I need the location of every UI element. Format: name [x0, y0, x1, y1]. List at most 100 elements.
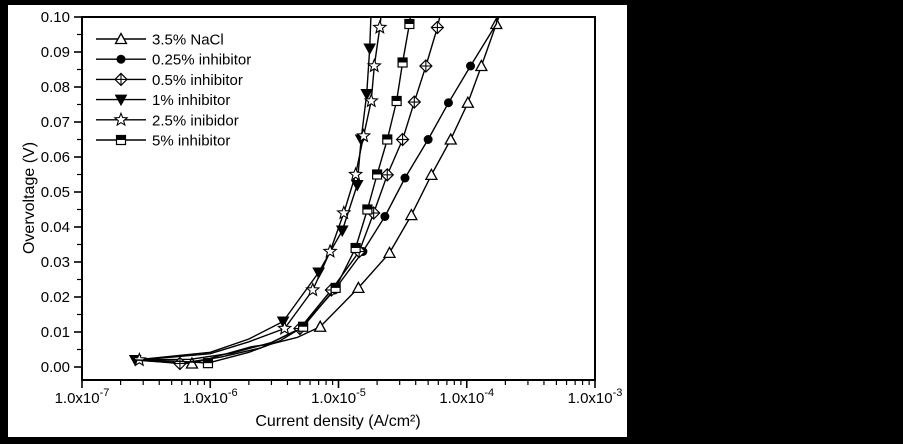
triangle-down-icon	[276, 316, 290, 329]
y-tick-label: 0.04	[41, 219, 70, 236]
y-axis-title: Overvoltage (V)	[21, 142, 38, 254]
legend-label: 3.5% NaCl	[152, 32, 224, 49]
triangle-up-icon	[185, 356, 199, 369]
y-tick-label: 0.05	[41, 184, 70, 201]
triangle-down-icon	[335, 225, 349, 238]
marker-triangle-down-filled	[363, 43, 377, 56]
star-icon	[355, 127, 372, 143]
marker-circle-filled	[400, 173, 410, 183]
y-axis-ticks: 0.00 0.01 0.02 0.03 0.04 0.05 0.06 0.07 0.08 0.09…	[41, 9, 82, 376]
marker-square-half	[404, 18, 415, 30]
square-half-fill	[203, 358, 213, 364]
legend-item: 5% inhibitor	[96, 133, 230, 150]
marker-triangle-open	[404, 208, 418, 221]
legend-item: 3.5% NaCl	[96, 32, 224, 49]
circle-icon	[380, 212, 390, 221]
marker-circle-filled	[423, 135, 433, 144]
marker-triangle-open	[444, 132, 458, 145]
y-tick-label: 0.09	[41, 44, 70, 61]
y-tick-label: 0.10	[41, 9, 70, 26]
legend-label: 0.25% inhibitor	[152, 52, 251, 69]
marker-star-open	[305, 281, 321, 297]
triangle-down-icon	[350, 180, 364, 192]
marker-star-open	[276, 320, 293, 335]
triangle-down-icon	[363, 43, 377, 56]
marker-triangle-down-filled	[276, 316, 290, 329]
y-tick-label: 0.00	[41, 359, 70, 376]
triangle-up-icon	[474, 59, 488, 72]
legend-item: 2.5% inibidor	[96, 111, 239, 129]
circle-icon	[400, 173, 410, 183]
star-icon	[366, 57, 382, 73]
star-icon	[131, 351, 147, 367]
legend-label: 2.5% inibidor	[152, 112, 239, 129]
triangle-up-icon	[444, 132, 458, 145]
marker-diamond-plus	[407, 95, 422, 109]
triangle-up-icon	[461, 95, 475, 108]
triangle-up-icon	[382, 246, 397, 259]
star-icon	[372, 19, 388, 34]
star-icon	[336, 204, 352, 220]
marker-triangle-open	[461, 95, 475, 108]
marker-triangle-open	[185, 356, 199, 369]
marker-square-half	[298, 321, 309, 332]
x-tick-label: 1.0x10-6	[183, 387, 238, 407]
plot-frame	[81, 16, 596, 381]
marker-diamond-plus	[395, 132, 410, 147]
triangle-up-icon	[404, 208, 418, 221]
marker-square-half	[350, 242, 361, 254]
square-half-fill	[392, 96, 402, 101]
marker-star-open	[347, 166, 364, 181]
x-tick-label: 1.0x10-3	[568, 387, 623, 407]
y-tick-label: 0.08	[41, 79, 70, 96]
marker-circle-filled	[116, 54, 126, 64]
marker-diamond-plus	[430, 20, 445, 35]
legend-item: 0.5% inhibitor	[96, 72, 243, 89]
triangle-down-icon	[114, 94, 128, 107]
circle-icon	[423, 135, 433, 144]
square-half-fill	[116, 135, 126, 140]
marker-diamond-plus	[114, 72, 128, 87]
circle-icon	[466, 61, 476, 71]
legend-label: 1% inhibitor	[152, 92, 230, 109]
marker-triangle-open	[474, 59, 488, 72]
marker-star-open	[372, 19, 388, 34]
marker-star-open	[366, 57, 382, 73]
square-half-fill	[372, 170, 382, 175]
marker-star-open	[336, 204, 352, 220]
star-icon	[347, 166, 364, 181]
square-half-fill	[331, 283, 341, 288]
x-tick-label: 1.0x10-7	[55, 387, 110, 407]
marker-diamond-plus	[419, 59, 433, 73]
y-tick-label: 0.06	[41, 149, 70, 166]
legend-label: 5% inhibitor	[152, 133, 230, 150]
marker-star-open	[355, 127, 372, 143]
triangle-up-icon	[351, 281, 366, 294]
legend-item: 1% inhibitor	[96, 92, 230, 109]
triangle-up-icon	[114, 32, 128, 45]
marker-star-open	[131, 351, 147, 367]
marker-square-half	[391, 95, 402, 107]
triangle-down-icon	[360, 89, 374, 101]
marker-triangle-open	[382, 246, 397, 259]
x-axis-ticks: 1.0x10-7 1.0x10-6 1.0x10-5 1.0x10-4 1.0x10-3	[55, 380, 623, 407]
marker-triangle-open	[313, 319, 327, 332]
square-half-fill	[382, 135, 392, 140]
x-tick-label: 1.0x10-5	[311, 387, 366, 407]
circle-icon	[116, 54, 126, 64]
marker-triangle-open	[114, 32, 128, 45]
x-tick-label: 1.0x10-4	[439, 387, 494, 407]
marker-triangle-down-filled	[350, 180, 364, 192]
marker-square-half	[382, 134, 393, 145]
star-icon	[276, 320, 293, 335]
marker-square-half	[397, 57, 408, 68]
star-icon	[113, 111, 129, 127]
marker-triangle-open	[351, 281, 366, 294]
marker-star-open	[113, 111, 129, 127]
y-tick-label: 0.07	[41, 114, 70, 131]
legend-label: 0.5% inhibitor	[152, 72, 243, 89]
chart-background	[8, 5, 627, 437]
marker-square-half	[372, 169, 383, 180]
